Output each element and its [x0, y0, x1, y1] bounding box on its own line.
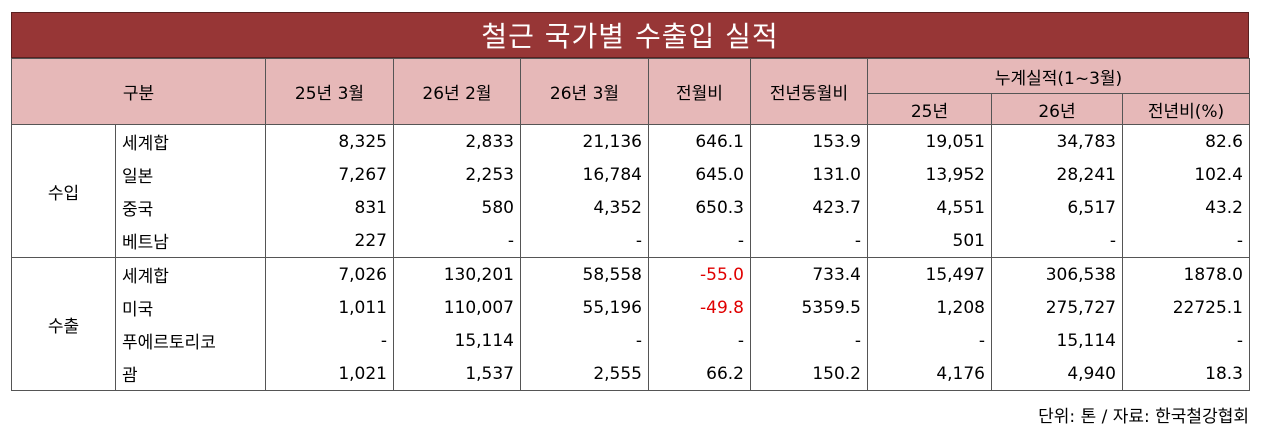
cell: - [265, 324, 394, 357]
cell: 4,352 [520, 191, 649, 224]
cell: 1878.0 [1122, 257, 1250, 291]
trade-table-container: 철근 국가별 수출입 실적 구분 25년 3월 26년 2월 26년 3월 전월… [11, 12, 1250, 391]
row-label: 베트남 [115, 224, 266, 258]
cell: - [648, 324, 751, 357]
cell: 130,201 [393, 257, 521, 291]
table-title: 철근 국가별 수출입 실적 [11, 12, 1249, 58]
cell: 4,551 [867, 191, 992, 224]
cell: - [867, 324, 992, 357]
cell: 306,538 [991, 257, 1123, 291]
cell: 8,325 [265, 124, 394, 158]
cell: - [1122, 224, 1250, 258]
cell: 1,021 [265, 357, 394, 391]
cell: 22725.1 [1122, 291, 1250, 324]
cell: - [1122, 324, 1250, 357]
header-cumulative: 누계실적(1~3월) [867, 58, 1250, 94]
cell: 18.3 [1122, 357, 1250, 391]
row-label: 괌 [115, 357, 266, 391]
cell: 19,051 [867, 124, 992, 158]
row-label: 푸에르토리코 [115, 324, 266, 357]
header-col4: 전월비 [648, 58, 751, 125]
cell: - [750, 224, 868, 258]
cell: 43.2 [1122, 191, 1250, 224]
cell: 5359.5 [750, 291, 868, 324]
header-cum3: 전년비(%) [1122, 93, 1250, 125]
cell: 645.0 [648, 158, 751, 191]
header-cum2: 26년 [991, 93, 1123, 125]
cell-negative: -49.8 [648, 291, 751, 324]
cell: 423.7 [750, 191, 868, 224]
cell: 16,784 [520, 158, 649, 191]
cell: 150.2 [750, 357, 868, 391]
cell: 4,176 [867, 357, 992, 391]
cell: 82.6 [1122, 124, 1250, 158]
cell: 58,558 [520, 257, 649, 291]
cell: 110,007 [393, 291, 521, 324]
cell: 275,727 [991, 291, 1123, 324]
cell: 15,497 [867, 257, 992, 291]
table-body: 수입 세계합 8,325 2,833 21,136 646.1 153.9 19… [11, 124, 1250, 391]
cell: 4,940 [991, 357, 1123, 391]
group-label-export: 수출 [11, 257, 116, 391]
cell: 7,026 [265, 257, 394, 291]
cell: 580 [393, 191, 521, 224]
row-label: 세계합 [115, 257, 266, 291]
row-label: 중국 [115, 191, 266, 224]
cell: 55,196 [520, 291, 649, 324]
cell: 650.3 [648, 191, 751, 224]
source-note: 단위: 톤 / 자료: 한국철강협회 [1038, 407, 1249, 427]
cell: - [991, 224, 1123, 258]
cell: 13,952 [867, 158, 992, 191]
cell: - [750, 324, 868, 357]
cell: - [648, 224, 751, 258]
cell: 6,517 [991, 191, 1123, 224]
cell: 1,208 [867, 291, 992, 324]
cell: 831 [265, 191, 394, 224]
row-label: 세계합 [115, 124, 266, 158]
cell: - [520, 324, 649, 357]
cell: 7,267 [265, 158, 394, 191]
cell: - [393, 224, 521, 258]
cell: 28,241 [991, 158, 1123, 191]
cell: 15,114 [393, 324, 521, 357]
row-label: 미국 [115, 291, 266, 324]
header-col5: 전년동월비 [750, 58, 868, 125]
cell: 1,537 [393, 357, 521, 391]
cell: 2,833 [393, 124, 521, 158]
cell: 733.4 [750, 257, 868, 291]
header-col2: 26년 2월 [393, 58, 521, 125]
cell-negative: -55.0 [648, 257, 751, 291]
cell: 153.9 [750, 124, 868, 158]
cell: 1,011 [265, 291, 394, 324]
header-col3: 26년 3월 [520, 58, 649, 125]
cell: 227 [265, 224, 394, 258]
cell: 646.1 [648, 124, 751, 158]
cell: - [520, 224, 649, 258]
cell: 2,253 [393, 158, 521, 191]
header-col1: 25년 3월 [265, 58, 394, 125]
cell: 131.0 [750, 158, 868, 191]
group-label-import: 수입 [11, 124, 116, 258]
cell: 66.2 [648, 357, 751, 391]
header-category: 구분 [11, 58, 266, 125]
cell: 21,136 [520, 124, 649, 158]
row-label: 일본 [115, 158, 266, 191]
cell: 15,114 [991, 324, 1123, 357]
cell: 2,555 [520, 357, 649, 391]
cell: 34,783 [991, 124, 1123, 158]
trade-table: 구분 25년 3월 26년 2월 26년 3월 전월비 전년동월비 누계실적(1… [11, 58, 1250, 391]
cell: 102.4 [1122, 158, 1250, 191]
header-cum1: 25년 [867, 93, 992, 125]
cell: 501 [867, 224, 992, 258]
